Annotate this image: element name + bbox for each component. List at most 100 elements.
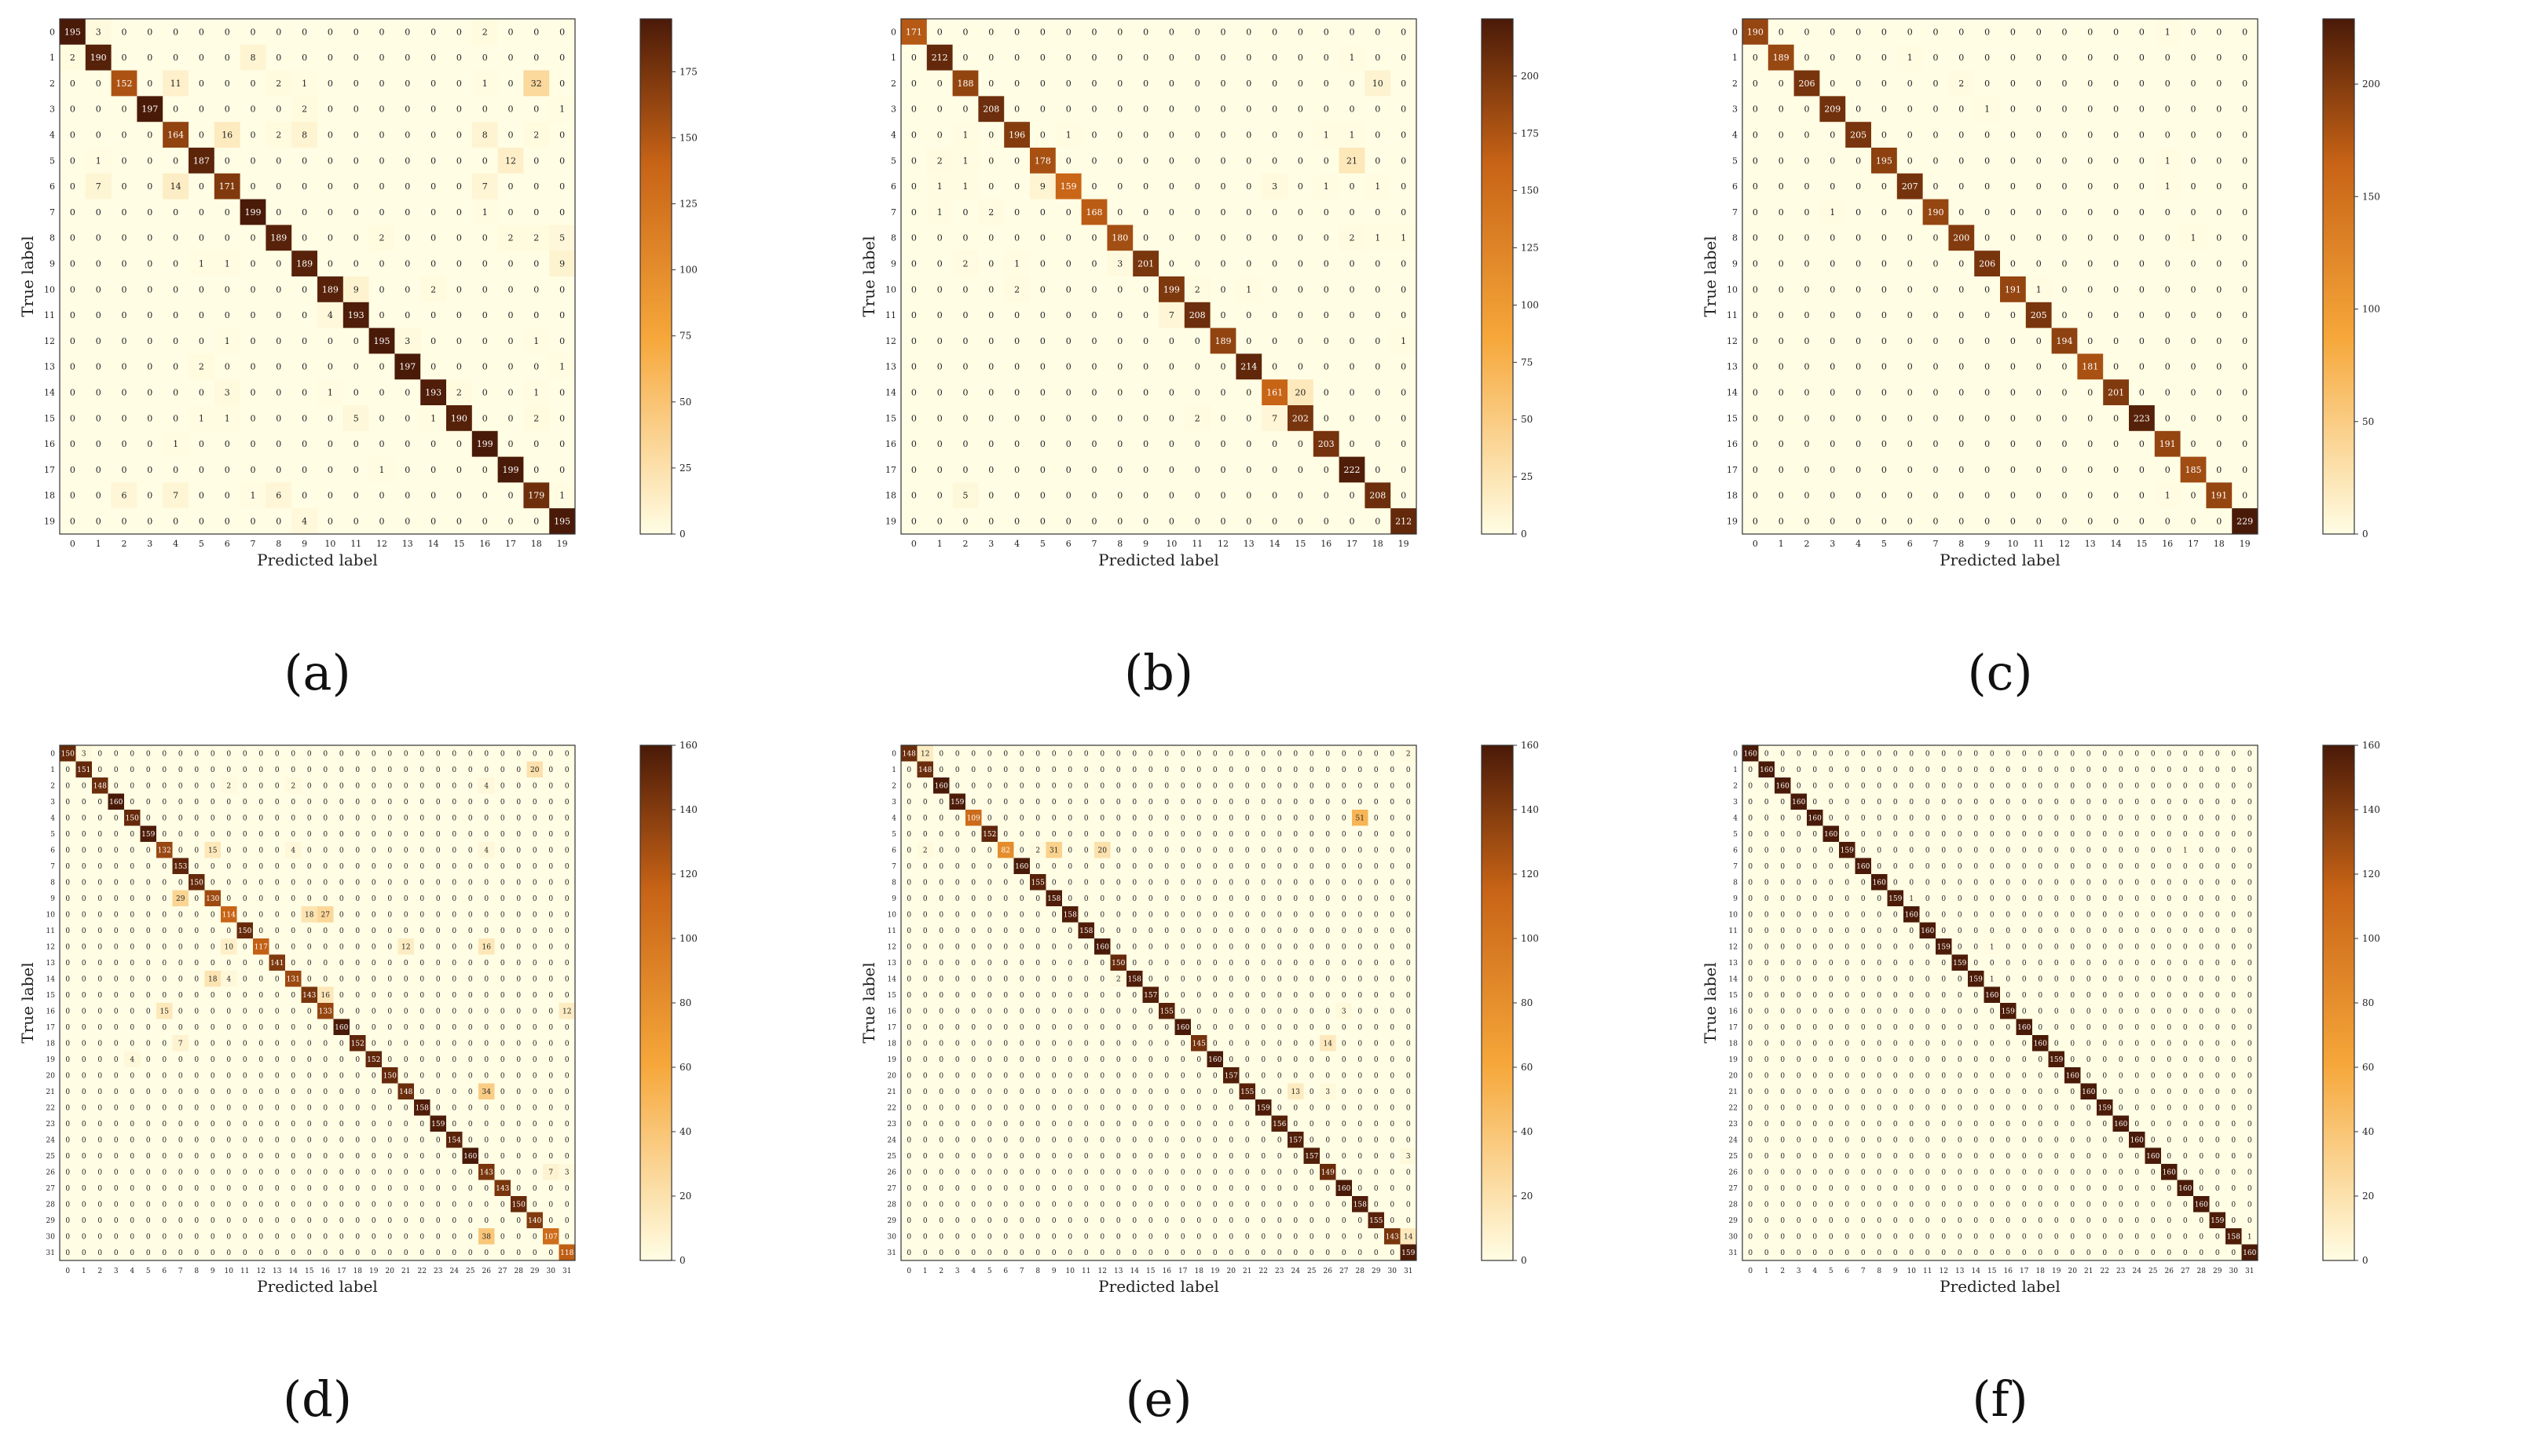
cell-value: 0: [275, 927, 280, 935]
cell-value: 0: [307, 1008, 312, 1015]
cell-value: 0: [130, 1169, 134, 1176]
cell-value: 0: [1753, 310, 1758, 320]
cell-value: 0: [516, 911, 521, 919]
cell-value: 0: [405, 516, 410, 526]
cell-value: 5: [963, 491, 969, 501]
cell-value: 0: [484, 799, 489, 807]
cell-value: 161: [1266, 387, 1283, 397]
cell-value: 0: [2216, 104, 2222, 115]
cell-value: 0: [548, 799, 553, 807]
y-tick-label: 24: [46, 1136, 56, 1144]
cell-value: 0: [1779, 362, 1784, 372]
cell-value: 0: [548, 1185, 553, 1193]
cell-value: 0: [1195, 53, 1200, 63]
cell-value: 0: [1143, 336, 1148, 346]
cell-value: 0: [419, 960, 424, 968]
cell-value: 0: [565, 766, 570, 774]
cell-value: 0: [2087, 258, 2093, 269]
cell-value: 0: [147, 233, 152, 243]
cell-value: 0: [1907, 516, 1913, 526]
cell-value: 0: [178, 1185, 183, 1193]
cell-value: 0: [1117, 207, 1123, 218]
cell-value: 0: [1933, 465, 1939, 475]
x-tick-label: 17: [337, 1268, 346, 1275]
y-tick-label: 12: [44, 336, 55, 346]
cell-value: 0: [963, 362, 969, 372]
cell-value: 0: [354, 387, 359, 397]
cell-value: 0: [251, 233, 256, 243]
cell-value: 0: [1958, 104, 1964, 115]
cell-value: 0: [302, 362, 307, 372]
colorbar-tick-label: 100: [1521, 299, 1539, 310]
cell-value: 0: [372, 1201, 376, 1209]
cell-value: 150: [61, 750, 75, 758]
cell-value: 0: [258, 1121, 263, 1129]
cell-value: 0: [355, 1024, 360, 1032]
cell-value: 150: [126, 814, 139, 822]
y-tick-label: 6: [891, 181, 896, 192]
cell-value: 0: [307, 766, 312, 774]
x-tick-label: 6: [1066, 539, 1072, 549]
cell-value: 0: [2165, 79, 2170, 89]
cell-value: 0: [178, 1233, 183, 1241]
cell-value: 0: [1148, 799, 1153, 807]
cell-value: 0: [452, 1169, 456, 1176]
cell-value: 0: [907, 814, 911, 822]
cell-value: 0: [302, 413, 307, 423]
cell-value: 190: [451, 413, 467, 423]
cell-value: 0: [456, 465, 462, 475]
cell-value: 0: [70, 284, 75, 294]
cell-value: 0: [1855, 387, 1861, 397]
y-tick-label: 13: [885, 362, 896, 372]
cell-value: 0: [1350, 387, 1355, 397]
cell-value: 0: [323, 799, 328, 807]
cell-value: 0: [1881, 53, 1887, 63]
cell-value: 0: [70, 336, 75, 346]
cell-value: 0: [387, 1088, 392, 1096]
cell-value: 0: [1272, 336, 1277, 346]
cell-value: 0: [355, 1153, 360, 1161]
cell-value: 141: [270, 960, 284, 968]
cell-value: 0: [328, 130, 333, 140]
cell-value: 0: [1958, 413, 1964, 423]
cell-value: 0: [243, 943, 247, 951]
x-tick-label: 3: [988, 539, 994, 549]
cell-value: 0: [1066, 53, 1072, 63]
cell-value: 0: [96, 258, 101, 269]
cell-value: 0: [1169, 362, 1174, 372]
cell-value: 0: [307, 1121, 312, 1129]
cell-value: 0: [1143, 516, 1148, 526]
cell-value: 0: [2191, 413, 2196, 423]
cell-value: 0: [65, 1104, 70, 1112]
cell-value: 0: [162, 1121, 167, 1129]
cell-value: 0: [194, 1088, 199, 1096]
cell-value: 0: [516, 943, 521, 951]
cell-value: 0: [2242, 27, 2247, 37]
cell-value: 0: [65, 1201, 70, 1209]
cell-value: 0: [436, 975, 441, 983]
cell-value: 0: [130, 927, 134, 935]
cell-value: 0: [97, 960, 102, 968]
cell-value: 0: [2113, 516, 2119, 526]
cell-value: 0: [1881, 516, 1887, 526]
cell-value: 0: [548, 1249, 553, 1257]
cell-value: 5: [354, 413, 359, 423]
x-tick-label: 23: [434, 1268, 443, 1275]
cell-value: 0: [355, 799, 360, 807]
cell-value: 0: [436, 911, 441, 919]
cell-value: 0: [173, 413, 178, 423]
cell-value: 0: [251, 155, 256, 166]
cell-value: 0: [97, 879, 102, 887]
cell-value: 0: [500, 1040, 505, 1048]
cell-value: 15: [208, 847, 218, 854]
cell-value: 0: [307, 814, 312, 822]
y-tick-label: 9: [891, 258, 896, 269]
cell-value: 0: [516, 1104, 521, 1112]
cell-value: 0: [1066, 439, 1072, 449]
y-tick-label: 19: [885, 516, 896, 526]
cell-value: 0: [96, 79, 101, 89]
cell-value: 0: [291, 879, 295, 887]
cell-value: 0: [1066, 258, 1072, 269]
